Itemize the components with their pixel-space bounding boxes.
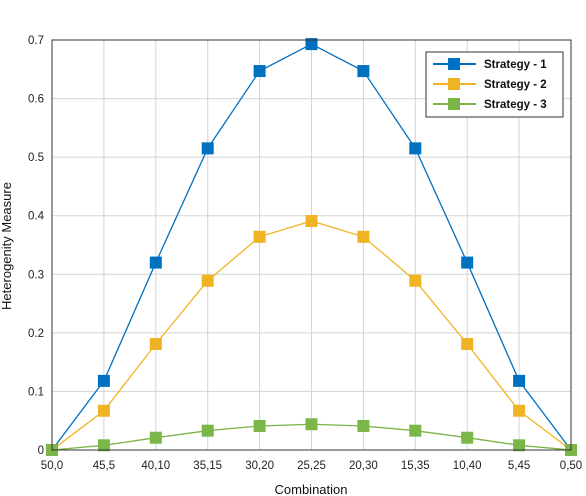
legend-label: Strategy - 3 <box>484 99 547 111</box>
data-point <box>97 374 110 387</box>
tick-labels: 50,0 45,5 40,10 35,15 30,20 25,25 20,30 15,35 10… <box>28 35 582 472</box>
data-point <box>149 431 162 444</box>
data-point <box>409 274 422 287</box>
data-point <box>461 337 474 350</box>
x-tick-label: 35,15 <box>193 460 222 472</box>
y-tick-label: 0.2 <box>28 328 44 340</box>
x-tick-label: 40,10 <box>141 460 170 472</box>
legend-label: Strategy - 1 <box>484 59 547 71</box>
data-point <box>97 404 110 417</box>
y-tick-label: 0.7 <box>28 35 44 47</box>
data-point <box>201 142 214 155</box>
data-point <box>149 256 162 269</box>
x-tick-label: 5,45 <box>508 460 530 472</box>
data-point <box>253 230 266 243</box>
x-tick-label: 15,35 <box>401 460 430 472</box>
legend-swatch-marker <box>448 78 460 90</box>
x-tick-label: 30,20 <box>245 460 274 472</box>
data-point <box>513 374 526 387</box>
x-tick-label: 20,30 <box>349 460 378 472</box>
y-tick-label: 0.4 <box>28 211 45 223</box>
data-point <box>461 256 474 269</box>
x-tick-label: 45,5 <box>93 460 115 472</box>
data-point <box>461 431 474 444</box>
x-tick-label: 25,25 <box>297 460 326 472</box>
data-point <box>253 419 266 432</box>
y-tick-label: 0.5 <box>28 152 44 164</box>
plot-frame <box>51 39 572 451</box>
data-point <box>409 142 422 155</box>
data-point <box>201 424 214 437</box>
y-tick-label: 0.1 <box>28 386 44 398</box>
data-point <box>409 424 422 437</box>
data-point <box>357 65 370 78</box>
data-point <box>357 419 370 432</box>
y-tick-label: 0 <box>38 445 44 457</box>
data-point <box>357 230 370 243</box>
data-point <box>149 337 162 350</box>
x-tick-label: 0,50 <box>560 460 582 472</box>
data-point <box>513 439 526 452</box>
data-point <box>305 38 318 51</box>
data-point <box>305 214 318 227</box>
x-tick-label: 10,40 <box>453 460 482 472</box>
data-point <box>253 65 266 78</box>
legend-swatch-marker <box>448 58 460 70</box>
y-tick-label: 0.6 <box>28 94 44 106</box>
y-tick-label: 0.3 <box>28 269 44 281</box>
data-point <box>201 274 214 287</box>
data-point <box>513 404 526 417</box>
data-point <box>305 418 318 431</box>
legend-swatch-marker <box>448 98 460 110</box>
x-axis-title: Combination <box>275 482 348 496</box>
legend-label: Strategy - 2 <box>484 79 547 91</box>
y-axis-title: Heterogenity Measure <box>0 182 14 310</box>
legend: Strategy - 1 Strategy - 2 Strategy - 3 <box>425 51 564 118</box>
data-point <box>97 439 110 452</box>
x-tick-label: 50,0 <box>41 460 63 472</box>
